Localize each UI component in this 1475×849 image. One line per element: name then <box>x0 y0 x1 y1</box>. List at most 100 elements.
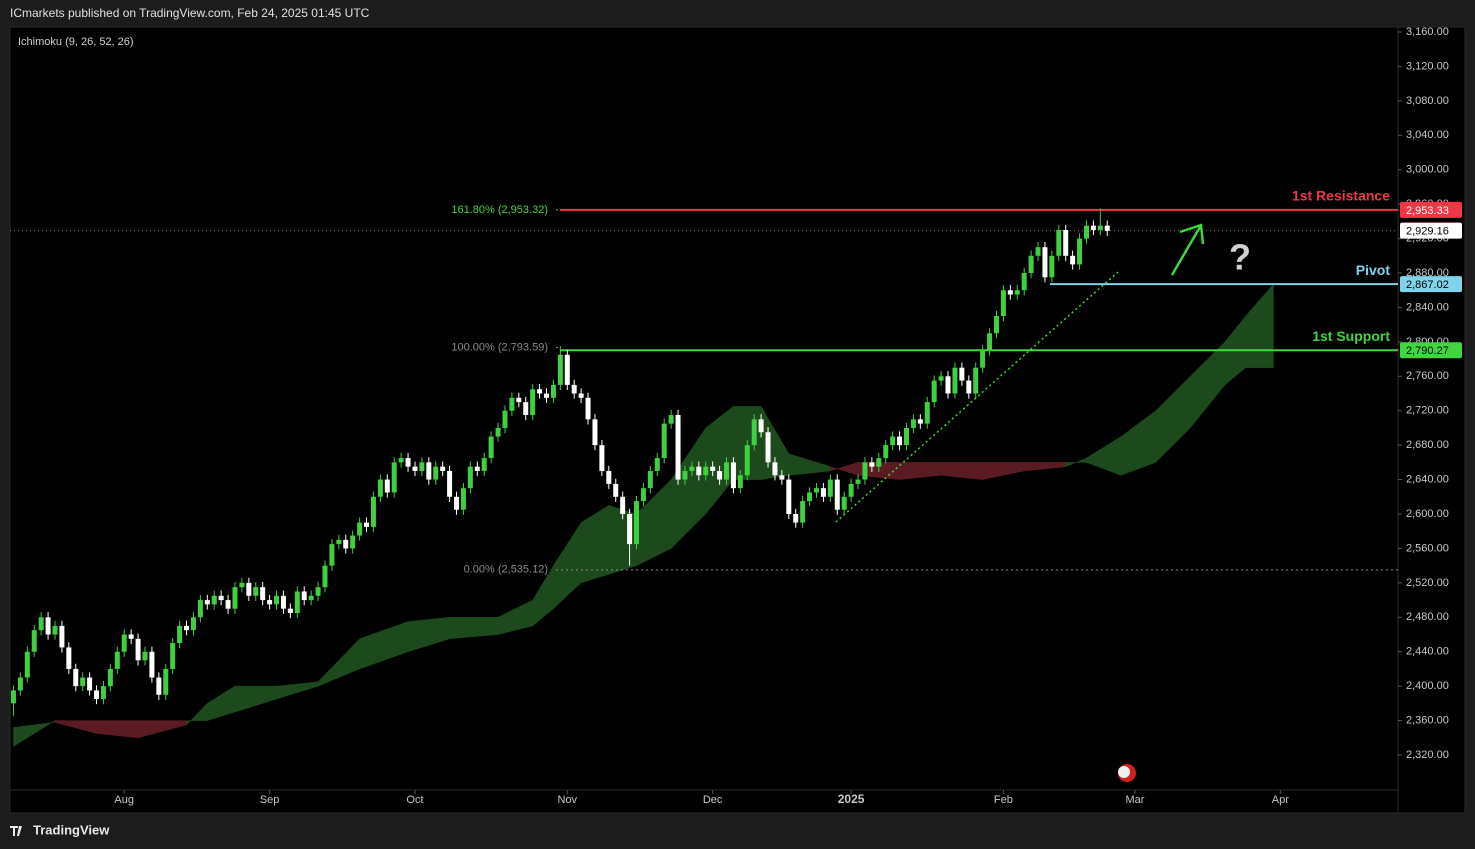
candle-body <box>530 389 536 416</box>
candle-body <box>322 565 328 588</box>
candle-body <box>744 445 750 476</box>
candle-body <box>647 470 653 489</box>
y-tick-label: 2,680.00 <box>1406 439 1449 451</box>
y-tick-label: 2,440.00 <box>1406 646 1449 658</box>
candle-body <box>287 608 293 613</box>
candle-body <box>890 436 896 446</box>
candle-body <box>357 522 363 536</box>
candle-body <box>370 496 376 527</box>
candle-body <box>80 677 86 687</box>
price-tag-label: 2,953.33 <box>1406 205 1449 217</box>
candle-body <box>454 496 460 510</box>
candle-body <box>793 514 799 523</box>
candle-body <box>426 462 432 480</box>
candle-body <box>1021 273 1027 291</box>
candle-body <box>848 483 854 497</box>
candle-body <box>564 354 570 385</box>
candle-body <box>412 466 418 471</box>
brand: TradingView <box>33 822 110 837</box>
x-tick-label: Apr <box>1272 794 1289 806</box>
y-tick-label: 2,560.00 <box>1406 542 1449 554</box>
candle-body <box>952 367 958 394</box>
candle-body <box>758 419 764 433</box>
candle-body <box>696 466 702 476</box>
candle-body <box>66 647 72 669</box>
y-tick-label: 2,400.00 <box>1406 680 1449 692</box>
candle-body <box>495 427 501 437</box>
candle-body <box>1063 229 1069 256</box>
candle-body <box>585 397 591 420</box>
candle-body <box>170 643 176 669</box>
candle-body <box>717 470 723 480</box>
level-name: 1st Support <box>1312 328 1390 344</box>
candle-body <box>384 479 390 493</box>
candle-body <box>184 625 190 631</box>
candle-body <box>751 419 757 446</box>
candle-body <box>800 501 806 523</box>
candle-body <box>654 458 660 471</box>
candle-body <box>73 668 79 687</box>
candle-body <box>537 389 543 394</box>
flag-icon <box>1118 764 1136 782</box>
candle-body <box>883 445 889 459</box>
y-tick-label: 2,320.00 <box>1406 749 1449 761</box>
candle-body <box>966 380 972 394</box>
candle-body <box>336 539 342 545</box>
candle-body <box>931 380 937 403</box>
candle-body <box>31 630 37 652</box>
candle-body <box>1077 238 1083 265</box>
candle-body <box>135 638 141 661</box>
candle-body <box>218 595 224 601</box>
candle-body <box>544 393 550 398</box>
candle-body <box>959 367 965 381</box>
candle-body <box>204 600 210 605</box>
candle-body <box>267 600 273 605</box>
x-tick-label: Aug <box>114 794 134 806</box>
candle-body <box>523 402 529 416</box>
y-tick-label: 3,120.00 <box>1406 60 1449 72</box>
candle-body <box>377 479 383 497</box>
candle-body <box>578 393 584 398</box>
price-tag <box>1400 276 1462 293</box>
candle-body <box>1049 255 1055 278</box>
candle-body <box>820 488 826 497</box>
candle-body <box>301 591 307 601</box>
candle-body <box>703 466 709 476</box>
candle-body <box>841 496 847 510</box>
y-tick-label: 3,080.00 <box>1406 95 1449 107</box>
candle-body <box>502 410 508 428</box>
price-tag <box>1400 342 1462 359</box>
candle-body <box>232 587 238 609</box>
candle-body <box>59 625 65 648</box>
candle-body <box>730 462 736 489</box>
candle-body <box>509 397 515 411</box>
candle-body <box>910 419 916 428</box>
flag-inner <box>1118 766 1130 778</box>
candle-body <box>308 595 314 601</box>
candle-body <box>620 496 626 514</box>
candle-body <box>903 427 909 446</box>
candle-body <box>1097 225 1103 230</box>
candle-body <box>177 625 183 644</box>
candle-body <box>149 651 155 678</box>
candle-body <box>987 333 993 351</box>
candle-body <box>433 466 439 480</box>
level-name: Pivot <box>1356 262 1391 278</box>
candle-body <box>827 479 833 497</box>
price-tag-label: 2,867.02 <box>1406 279 1449 291</box>
candle-body <box>869 462 875 467</box>
candle-body <box>253 587 259 596</box>
price-tag-label: 2,790.27 <box>1406 345 1449 357</box>
y-tick-label: 2,640.00 <box>1406 473 1449 485</box>
candle-body <box>94 690 100 700</box>
candle-body <box>592 419 598 446</box>
candle-body <box>460 488 466 510</box>
candle-body <box>100 686 106 700</box>
candle-body <box>723 462 729 480</box>
price-tag-label: 2,929.16 <box>1406 226 1449 238</box>
candle-body <box>142 651 148 661</box>
candle-body <box>634 501 640 545</box>
candle-body <box>1014 290 1020 295</box>
candle-body <box>606 470 612 484</box>
